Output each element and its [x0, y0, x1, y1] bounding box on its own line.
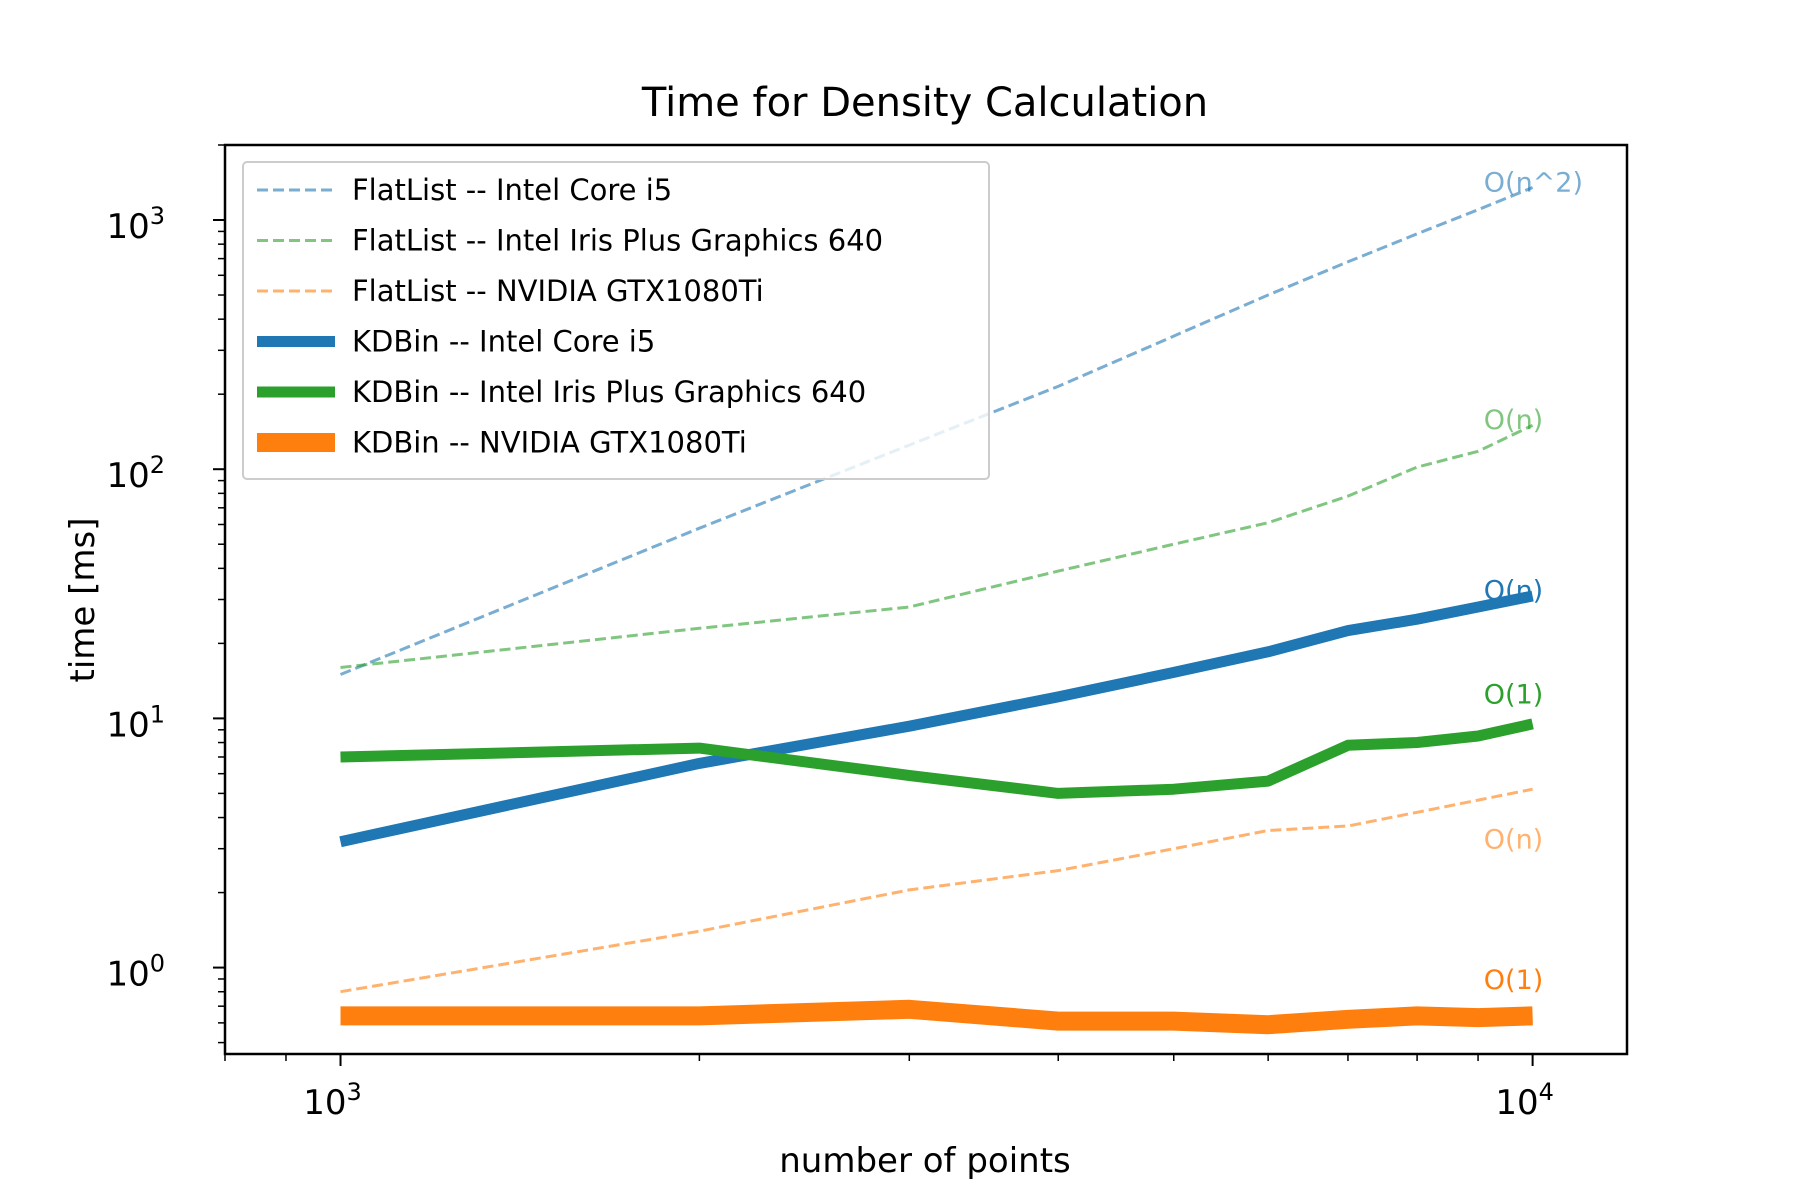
y-axis-label: time [ms] [63, 518, 103, 683]
x-tick-label-1: 104 [1495, 1078, 1554, 1123]
legend-label-0: FlatList -- Intel Core i5 [352, 173, 672, 207]
series-line-2 [340, 787, 1533, 994]
legend-label-3: KDBin -- Intel Core i5 [352, 325, 655, 359]
complexity-annotation-4: O(n) [1484, 825, 1543, 856]
complexity-annotations: O(n^2) O(n) O(n) O(1) O(n) O(1) [1484, 168, 1583, 996]
series-line-1 [340, 423, 1534, 669]
y-tick-label-2: 102 [106, 451, 165, 496]
legend-box [242, 161, 990, 480]
x-tick-label-0: 103 [303, 1078, 362, 1123]
legend-label-1: FlatList -- Intel Iris Plus Graphics 640 [352, 224, 883, 258]
complexity-annotation-1: O(n) [1484, 405, 1543, 436]
series-line-5 [340, 999, 1533, 1035]
x-axis-label: number of points [779, 1141, 1071, 1181]
y-tick-label-3: 103 [106, 202, 165, 247]
legend-label-5: KDBin -- NVIDIA GTX1080Ti [352, 426, 747, 460]
complexity-annotation-5: O(1) [1484, 965, 1544, 996]
legend-label-2: FlatList -- NVIDIA GTX1080Ti [352, 274, 764, 308]
y-tick-label-0: 100 [106, 950, 165, 995]
legend: FlatList -- Intel Core i5 FlatList -- Int… [242, 161, 990, 480]
complexity-annotation-2: O(n) [1484, 576, 1543, 607]
series-line-3 [339, 590, 1534, 848]
complexity-annotation-3: O(1) [1484, 679, 1544, 710]
y-tick-label-1: 101 [106, 700, 165, 745]
complexity-annotation-0: O(n^2) [1484, 168, 1583, 199]
series-line-0 [339, 186, 1534, 676]
legend-label-4: KDBin -- Intel Iris Plus Graphics 640 [352, 375, 866, 409]
plot-area [339, 186, 1534, 1035]
chart-title: Time for Density Calculation [641, 80, 1208, 126]
axes: 103 104 100 101 102 103 [106, 143, 1629, 1123]
series-line-4 [340, 718, 1534, 799]
